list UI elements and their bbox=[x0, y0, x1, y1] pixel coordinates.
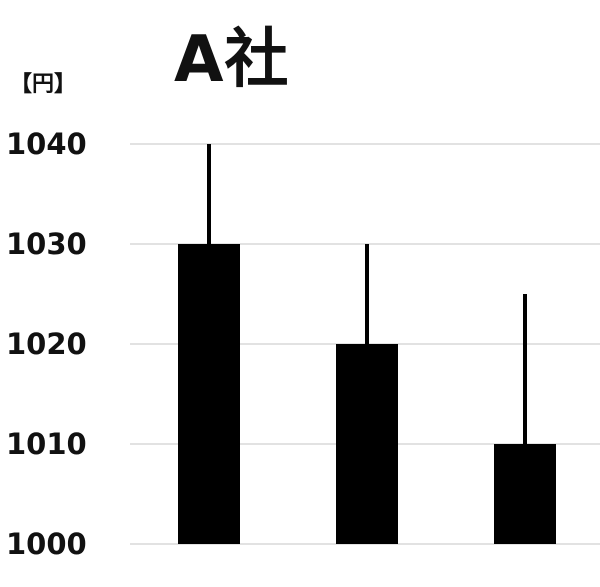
bar-1 bbox=[178, 244, 240, 544]
y-tick-label: 1030 bbox=[6, 227, 87, 261]
y-axis-unit-label: 【円】 bbox=[10, 72, 77, 97]
y-tick-label: 1010 bbox=[6, 427, 87, 461]
y-axis-ticks: 1000 1010 1020 1030 1040 bbox=[6, 127, 87, 561]
chart-title: A社 bbox=[174, 23, 290, 97]
y-tick-label: 1020 bbox=[6, 327, 87, 361]
bar-2 bbox=[336, 344, 398, 544]
y-tick-label: 1040 bbox=[6, 127, 87, 161]
bars bbox=[178, 244, 556, 544]
whiskers bbox=[207, 144, 527, 444]
bar-3 bbox=[494, 444, 556, 544]
y-tick-label: 1000 bbox=[6, 527, 87, 561]
